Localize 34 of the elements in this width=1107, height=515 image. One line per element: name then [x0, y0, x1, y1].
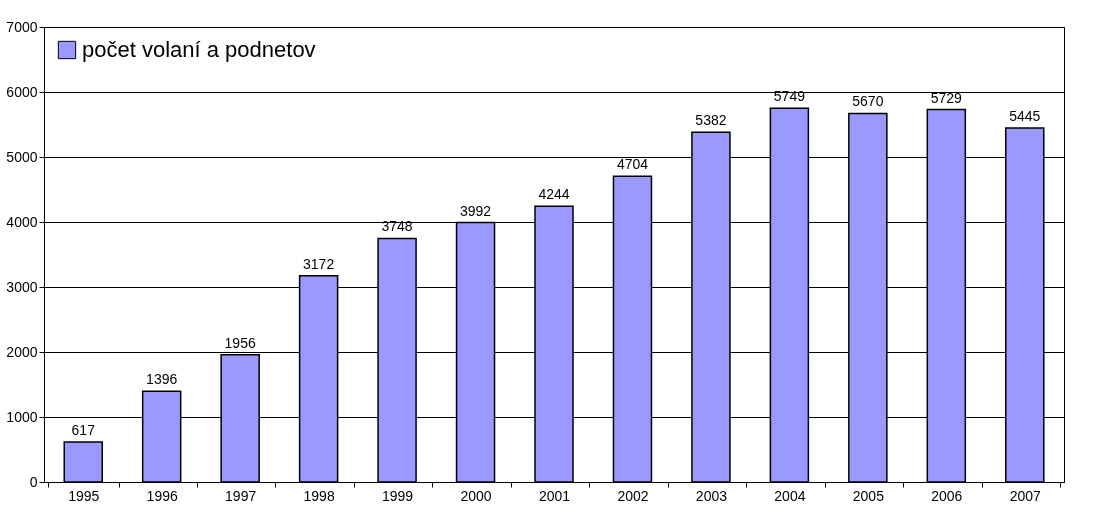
x-tick-label: 2004 [774, 487, 806, 504]
data-label: 5729 [930, 89, 963, 106]
y-tick-label: 0 [29, 473, 38, 490]
x-tick-label: 1997 [225, 487, 257, 504]
data-label: 5670 [852, 93, 884, 110]
y-tick-label: 4000 [6, 213, 38, 230]
x-tick-label: 2007 [1009, 487, 1042, 504]
data-label: 5445 [1009, 108, 1041, 125]
y-tick-label: 2000 [6, 343, 38, 360]
data-label: 1396 [146, 371, 178, 388]
x-tick-label: 1998 [303, 487, 335, 504]
x-tick-label: 2000 [460, 487, 492, 504]
data-label: 4244 [538, 186, 570, 203]
x-tick-label: 2005 [852, 487, 885, 504]
x-tick-label: 1996 [146, 487, 178, 504]
x-tick-label: 2002 [617, 487, 649, 504]
x-tick-label: 2001 [538, 487, 571, 504]
x-tick-label: 1999 [382, 487, 414, 504]
y-tick-label: 3000 [6, 278, 38, 295]
data-label: 1956 [224, 334, 256, 351]
data-label: 4704 [616, 156, 649, 173]
x-tick-label: 2006 [931, 487, 963, 504]
y-tick-label: 1000 [6, 408, 38, 425]
x-tick-label: 2003 [695, 487, 728, 504]
legend-label: počet volaní a podnetov [82, 37, 316, 62]
data-label: 617 [71, 421, 96, 438]
data-label: 3172 [303, 255, 335, 272]
x-tick-label: 1995 [68, 487, 100, 504]
data-label: 5382 [695, 112, 727, 129]
y-tick-label: 6000 [6, 83, 38, 100]
data-label: 3992 [459, 202, 492, 219]
y-tick-label: 5000 [6, 148, 38, 165]
y-tick-label: 7000 [6, 18, 38, 35]
bar [63, 441, 103, 483]
